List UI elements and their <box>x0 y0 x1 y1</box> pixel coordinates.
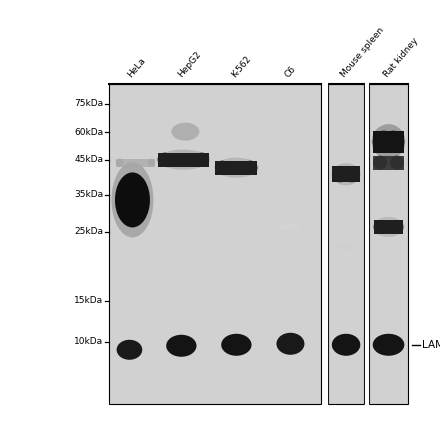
Ellipse shape <box>243 161 257 175</box>
Bar <box>373 131 404 153</box>
Text: LAMTOR5: LAMTOR5 <box>422 340 440 350</box>
Bar <box>374 220 403 234</box>
Text: 75kDa: 75kDa <box>74 99 103 108</box>
Bar <box>369 84 408 404</box>
Text: 25kDa: 25kDa <box>74 228 103 236</box>
Ellipse shape <box>117 340 142 360</box>
Ellipse shape <box>221 334 252 356</box>
Ellipse shape <box>373 334 404 356</box>
Text: C6: C6 <box>283 64 298 79</box>
Ellipse shape <box>389 220 403 234</box>
Text: 15kDa: 15kDa <box>74 296 103 305</box>
Ellipse shape <box>111 162 154 237</box>
Ellipse shape <box>215 161 229 175</box>
Ellipse shape <box>157 149 210 170</box>
Ellipse shape <box>337 244 355 250</box>
Bar <box>332 166 360 182</box>
Ellipse shape <box>372 124 405 159</box>
Text: K-562: K-562 <box>230 54 253 79</box>
Ellipse shape <box>166 335 197 357</box>
Text: 10kDa: 10kDa <box>74 337 103 346</box>
Ellipse shape <box>390 156 404 170</box>
Ellipse shape <box>171 123 199 141</box>
Ellipse shape <box>373 156 387 170</box>
Text: Rat kidney: Rat kidney <box>381 37 420 79</box>
Ellipse shape <box>214 157 259 178</box>
Text: HeLa: HeLa <box>125 56 147 79</box>
Ellipse shape <box>373 131 395 153</box>
Bar <box>373 156 404 170</box>
Text: 60kDa: 60kDa <box>74 128 103 137</box>
Ellipse shape <box>332 334 360 356</box>
Text: 35kDa: 35kDa <box>74 191 103 199</box>
Ellipse shape <box>331 163 361 185</box>
Ellipse shape <box>382 131 404 153</box>
Bar <box>215 161 257 175</box>
Ellipse shape <box>344 166 360 182</box>
Text: Mouse spleen: Mouse spleen <box>339 26 386 79</box>
Ellipse shape <box>116 159 124 167</box>
Ellipse shape <box>158 153 172 167</box>
Ellipse shape <box>276 333 304 355</box>
Ellipse shape <box>373 217 404 237</box>
Text: HepG2: HepG2 <box>176 50 203 79</box>
Ellipse shape <box>374 220 388 234</box>
Ellipse shape <box>332 166 348 182</box>
Ellipse shape <box>147 159 155 167</box>
Bar <box>116 159 155 167</box>
Ellipse shape <box>279 224 302 230</box>
Bar <box>158 153 209 167</box>
Bar <box>109 84 321 404</box>
Ellipse shape <box>115 172 150 228</box>
Bar <box>328 84 364 404</box>
Ellipse shape <box>195 153 209 167</box>
Text: 45kDa: 45kDa <box>74 155 103 164</box>
